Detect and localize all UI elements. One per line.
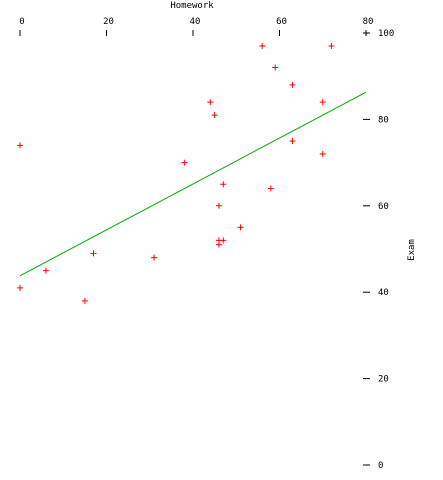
point [259,42,266,49]
x-axis-label: Homework [170,1,214,11]
point [17,142,23,149]
trend-line [19,91,367,277]
point [319,150,326,157]
y-tick-label: 60 [378,202,389,212]
point [90,250,97,257]
y-tick-label: 40 [378,288,389,298]
point [220,237,227,244]
point [237,224,244,231]
point [207,99,214,106]
point [267,185,274,192]
y-tick-label: 100 [378,29,394,39]
point [42,267,49,274]
y-tick-label: 80 [378,115,389,125]
point [220,181,227,188]
point [328,42,335,49]
point [181,159,188,166]
point [289,81,296,88]
y-tick-label: 20 [378,375,389,385]
y-tick-label: 0 [378,461,383,471]
point [215,202,222,209]
point [289,138,296,144]
point [211,112,218,119]
x-tick-label: 40 [190,17,201,27]
point [81,297,88,304]
x-tick-label: 0 [19,17,24,27]
point [215,241,222,248]
x-tick-label: 80 [363,17,374,27]
x-tick-label: 20 [103,17,114,27]
x-tick-label: 60 [276,17,287,27]
y-axis-label: Exam [407,239,417,261]
point [272,64,279,71]
point [151,254,158,261]
point [319,99,326,106]
point [17,284,23,291]
